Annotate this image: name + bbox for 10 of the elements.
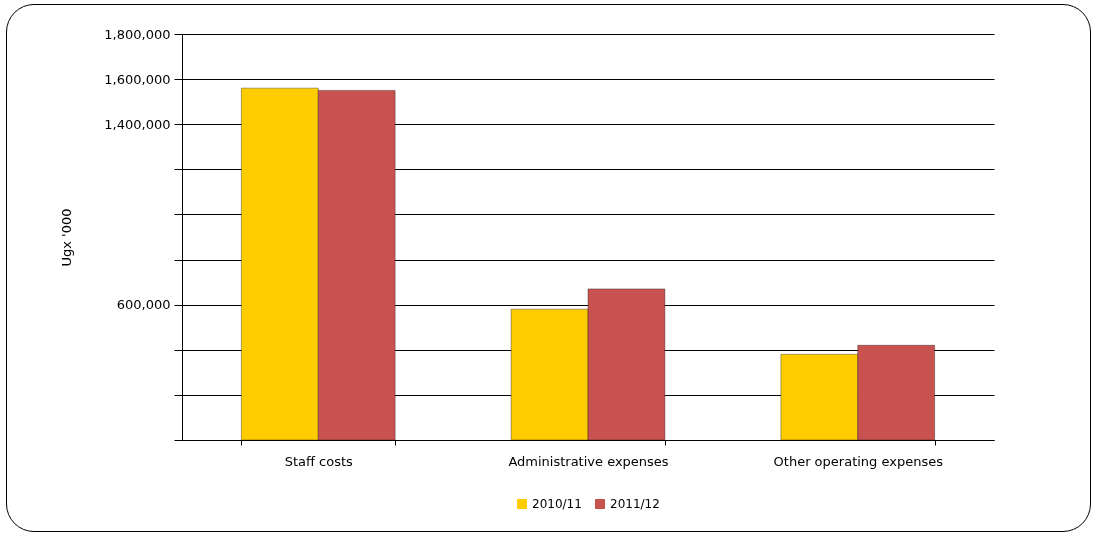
- legend-label: 2011/12: [610, 497, 660, 511]
- y-tick-label: 1,400,000: [104, 116, 171, 132]
- x-tick-label: Staff costs: [284, 453, 354, 469]
- y-axis-title: Ugx '000: [59, 208, 75, 267]
- x-tick-label: Other operating expenses: [773, 453, 944, 469]
- x-tick-label: Administrative expenses: [508, 453, 669, 469]
- y-tick-label: 1,600,000: [104, 71, 171, 87]
- y-tick-label: 1,800,000: [104, 26, 171, 42]
- y-tick-label: 600,000: [116, 297, 171, 313]
- legend-label: 2010/11: [532, 497, 582, 511]
